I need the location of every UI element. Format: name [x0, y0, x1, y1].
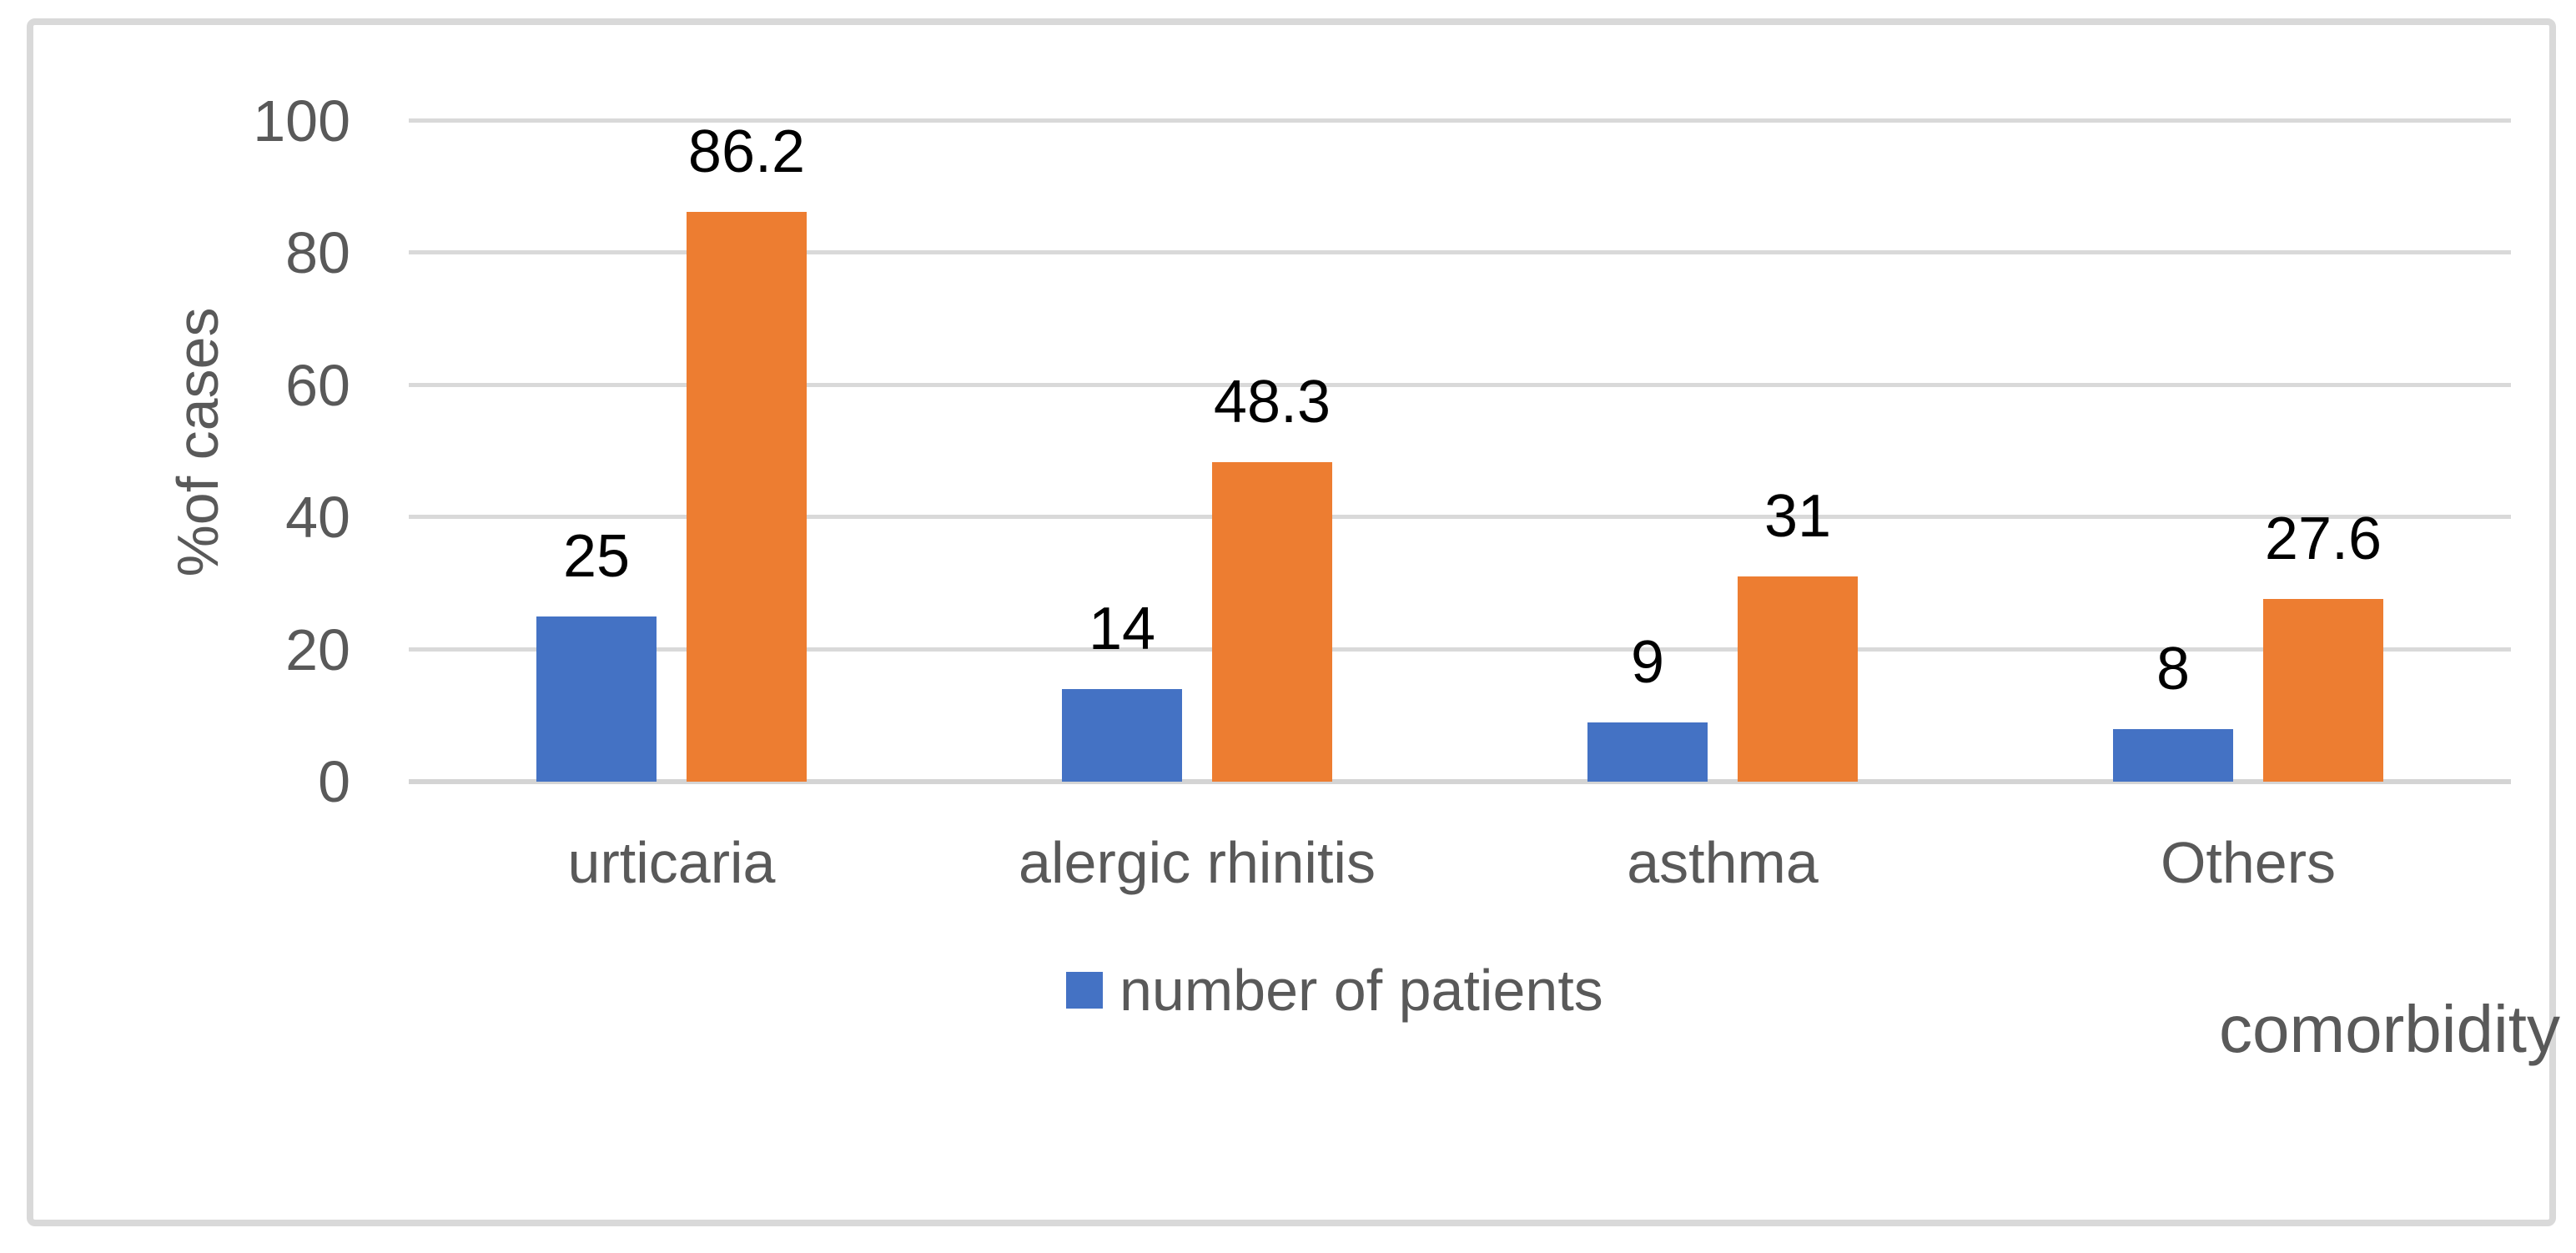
legend-label: number of patients: [1119, 958, 1603, 1023]
x-axis-line: [409, 779, 2511, 784]
y-axis-title: %of cases: [165, 307, 230, 577]
bar-number-of-patients: [1062, 689, 1182, 782]
x-category-label: Others: [2160, 830, 2337, 895]
chart-frame: 0 20 40 60 80 100 25 86.2 urticaria 14 48.3 alergic…: [27, 18, 2560, 1226]
y-tick-label: 80: [285, 220, 350, 286]
data-label: 48.3: [1213, 369, 1331, 436]
plot-area: 0 20 40 60 80 100 25 86.2 urticaria 14 48.3 alergic…: [253, 92, 2511, 893]
y-tick-label: 100: [253, 88, 350, 153]
x-category-label: urticaria: [567, 830, 776, 895]
gridline: [409, 250, 2511, 255]
bar-number-of-patients: [536, 616, 657, 782]
x-category-label: asthma: [1627, 830, 1819, 895]
bar-percent-of-cases: [1212, 462, 1332, 782]
legend: number of patients: [1066, 958, 1603, 1023]
data-label: 25: [562, 523, 631, 590]
data-label: 8: [2156, 635, 2191, 702]
y-tick-label: 60: [285, 352, 350, 418]
bar-number-of-patients: [2113, 728, 2233, 782]
data-label: 31: [1763, 483, 1832, 551]
data-label: 86.2: [687, 118, 806, 186]
gridline: [409, 382, 2511, 387]
data-label: 27.6: [2264, 506, 2382, 573]
y-tick-label: 20: [285, 616, 350, 682]
y-tick-label: 0: [318, 749, 350, 814]
x-category-label: alergic rhinitis: [1019, 830, 1376, 895]
gridline: [409, 647, 2511, 652]
y-tick-label: 40: [285, 485, 350, 551]
x-axis-title: comorbidity: [2219, 992, 2561, 1066]
bar-number-of-patients: [1587, 722, 1708, 782]
gridline: [409, 515, 2511, 520]
bar-percent-of-cases: [687, 212, 807, 782]
data-label: 9: [1630, 628, 1665, 696]
legend-color-swatch: [1066, 972, 1103, 1009]
bar-percent-of-cases: [2263, 599, 2383, 782]
gridline: [409, 118, 2511, 123]
bar-percent-of-cases: [1738, 576, 1858, 782]
data-label: 14: [1088, 596, 1156, 663]
